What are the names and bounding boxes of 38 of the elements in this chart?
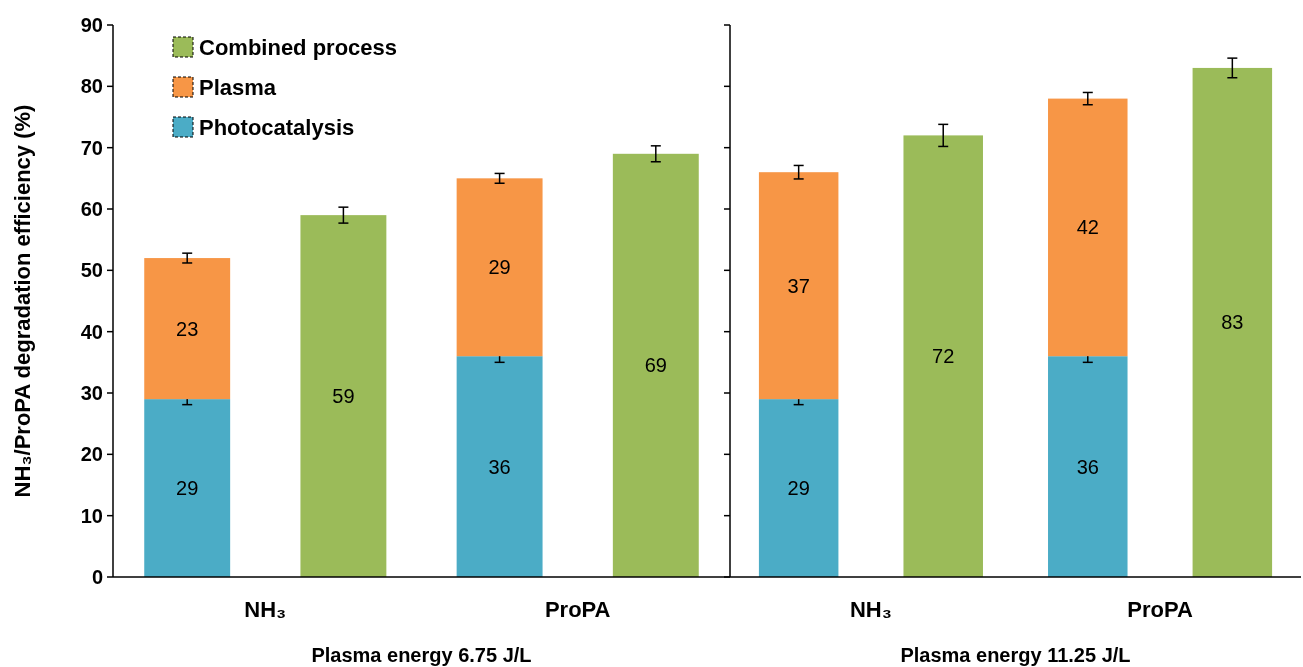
x-tick-label: ProPA	[544, 597, 611, 622]
x-tick-label: NH₃	[849, 597, 892, 622]
data-label: 69	[644, 354, 667, 377]
data-label: 37	[787, 274, 810, 297]
y-axis-title: NH₃/ProPA degradation efficiency (%)	[10, 104, 35, 498]
bar	[1048, 98, 1128, 357]
data-label: 36	[488, 455, 511, 478]
data-label: 29	[488, 256, 511, 279]
y-tick-label: 80	[80, 75, 103, 98]
y-tick-label: 50	[80, 259, 103, 282]
bar	[758, 399, 839, 577]
data-label: 83	[1221, 311, 1244, 334]
x-tick-label: NH₃	[244, 597, 287, 622]
x-axis-title: Plasma energy 11.25 J/L	[900, 644, 1131, 666]
data-label: 42	[1076, 216, 1099, 239]
data-label: 59	[332, 385, 355, 408]
y-tick-label: 0	[91, 566, 103, 588]
data-label: 29	[787, 477, 810, 500]
legend-label: Photocatalysis	[199, 114, 355, 140]
bar	[1192, 67, 1273, 577]
y-tick-label: 70	[80, 136, 103, 159]
data-label: 29	[176, 477, 199, 500]
bar	[758, 172, 839, 400]
bar	[903, 135, 983, 577]
legend-label: Plasma	[199, 74, 277, 100]
bar	[1048, 356, 1128, 577]
data-label: 23	[176, 317, 199, 340]
y-tick-label: 60	[80, 198, 103, 220]
y-tick-label: 20	[80, 443, 103, 466]
y-tick-label: 40	[80, 320, 103, 343]
data-label: 72	[932, 345, 955, 368]
y-tick-label: 30	[80, 382, 103, 404]
x-axis-title: Plasma energy 6.75 J/L	[311, 644, 532, 666]
y-tick-label: 90	[80, 14, 103, 36]
legend-label: Combined process	[199, 34, 398, 60]
x-tick-label: ProPA	[1127, 597, 1193, 622]
data-label: 36	[1076, 455, 1099, 478]
y-tick-label: 10	[80, 504, 103, 527]
